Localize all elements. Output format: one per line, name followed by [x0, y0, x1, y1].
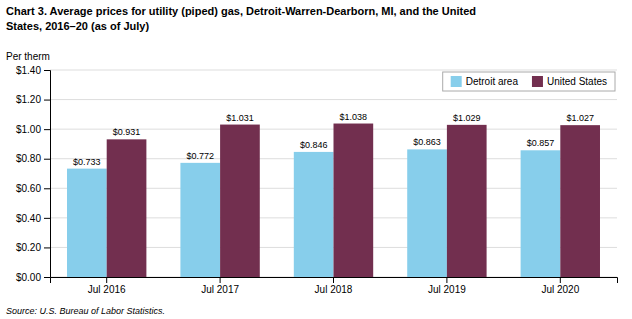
bar: [560, 125, 600, 277]
data-label: $1.029: [453, 113, 481, 123]
x-tick-label: Jul 2018: [315, 284, 353, 295]
x-tick: Jul 2019: [428, 277, 466, 295]
y-axis-label: Per therm: [6, 51, 50, 62]
chart: Chart 3. Average prices for utility (pip…: [0, 0, 632, 319]
y-axis-line: [44, 71, 51, 278]
legend-swatch: [451, 76, 462, 87]
legend-label: Detroit area: [466, 76, 519, 87]
title: States, 2016–20 (as of July): [6, 20, 149, 32]
x-tick-mark: [560, 277, 561, 283]
legend: Detroit area United States: [443, 72, 615, 91]
y-tick: $0.00: [16, 272, 50, 283]
data-labels: $0.733 $0.772 $0.846 $0.863 $0.857 $0.931 $1.0…: [73, 112, 594, 167]
y-tick-label: $0.40: [16, 213, 41, 224]
bars: [67, 124, 600, 277]
legend-label: United States: [547, 76, 607, 87]
bar: [107, 139, 147, 277]
bar: [220, 125, 260, 277]
bar: [180, 163, 220, 277]
y-tick: $0.60: [16, 183, 50, 194]
y-tick-mark: [44, 159, 50, 160]
title: Chart 3. Average prices for utility (pip…: [6, 5, 476, 17]
data-label: $1.027: [566, 113, 594, 123]
grid-line: [50, 70, 617, 71]
y-tick-label: $0.20: [16, 242, 41, 253]
bar: [294, 152, 334, 277]
grid-line: [50, 99, 617, 100]
y-tick-mark: [44, 129, 50, 130]
grid: [50, 70, 617, 277]
y-tick: $1.20: [16, 94, 50, 105]
legend-item: Detroit area: [451, 76, 519, 87]
data-label: $0.733: [73, 157, 101, 167]
y-tick-label: $1.00: [16, 124, 41, 135]
y-tick: $1.00: [16, 124, 50, 135]
bar: [407, 149, 447, 277]
y-tick-label: $0.60: [16, 183, 41, 194]
x-tick: Jul 2017: [201, 277, 239, 295]
x-tick-mark: [333, 277, 334, 283]
y-tick-mark: [44, 218, 50, 219]
legend-swatch: [532, 76, 543, 87]
y-tick-label: $1.20: [16, 94, 41, 105]
y-tick-label: $1.40: [16, 65, 41, 76]
y-tick-label: $0.80: [16, 153, 41, 164]
y-tick: $1.40: [16, 65, 50, 76]
x-tick-label: Jul 2019: [428, 284, 466, 295]
x-tick: Jul 2020: [541, 277, 579, 295]
x-tick-label: Jul 2020: [541, 284, 579, 295]
x-tick: Jul 2018: [315, 277, 353, 295]
y-tick-mark: [44, 100, 50, 101]
source: Source: U.S. Bureau of Labor Statistics.: [6, 306, 165, 316]
y-tick-mark: [44, 247, 50, 248]
legend-frame: [443, 72, 615, 91]
y-tick: $0.40: [16, 213, 50, 224]
y-tick-mark: [44, 70, 50, 71]
x-tick-mark: [446, 277, 447, 283]
bar: [334, 124, 374, 277]
data-label: $1.038: [340, 112, 368, 122]
x-tick-mark: [106, 277, 107, 283]
bar: [521, 150, 561, 277]
bar: [67, 169, 107, 277]
y-axis: $0.00 $0.20 $0.40 $0.60 $0.80 $1.00 $1.20 $1.40: [16, 65, 51, 283]
x-axis-line: [51, 278, 618, 284]
x-tick-mark: [220, 277, 221, 283]
data-label: $1.031: [226, 113, 254, 123]
y-tick-mark: [44, 188, 50, 189]
bar: [447, 125, 487, 277]
data-label: $0.846: [300, 140, 328, 150]
data-label: $0.863: [413, 137, 441, 147]
x-tick-label: Jul 2016: [88, 284, 126, 295]
y-tick-label: $0.00: [16, 272, 41, 283]
y-tick-mark: [44, 277, 50, 278]
data-label: $0.931: [113, 127, 141, 137]
data-label: $0.857: [527, 138, 555, 148]
x-axis: Jul 2016 Jul 2017 Jul 2018 Jul 2019 Jul 2020: [51, 277, 618, 295]
y-tick: $0.20: [16, 242, 50, 253]
x-tick-label: Jul 2017: [201, 284, 239, 295]
y-tick: $0.80: [16, 153, 50, 164]
plot: $0.733 $0.772 $0.846 $0.863 $0.857 $0.931 $1.0…: [16, 65, 618, 295]
data-label: $0.772: [186, 151, 214, 161]
legend-item: United States: [532, 76, 607, 87]
x-tick: Jul 2016: [88, 277, 126, 295]
